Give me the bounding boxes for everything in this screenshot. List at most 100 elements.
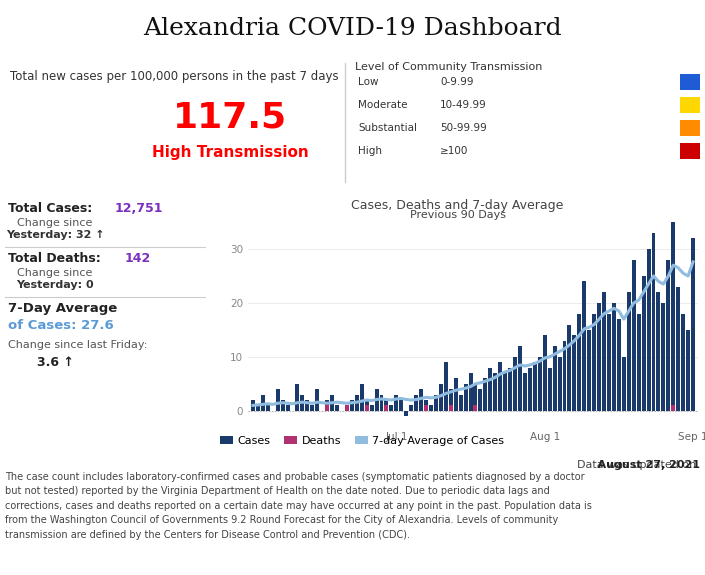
Bar <box>256 405 260 411</box>
Bar <box>642 276 646 411</box>
Text: 0-9.99: 0-9.99 <box>440 77 474 87</box>
Bar <box>281 400 285 411</box>
Text: Moderate: Moderate <box>358 100 407 110</box>
Bar <box>394 394 398 411</box>
Bar <box>632 260 636 411</box>
Text: The case count includes laboratory-confirmed cases and probable cases (symptomat: The case count includes laboratory-confi… <box>5 472 592 539</box>
Text: Change since: Change since <box>18 218 92 228</box>
Text: Change since: Change since <box>18 268 92 278</box>
Bar <box>444 362 448 411</box>
Bar <box>568 324 572 411</box>
Bar <box>350 400 354 411</box>
Bar <box>295 384 300 411</box>
Bar <box>379 394 384 411</box>
Bar <box>449 389 453 411</box>
Text: August 27, 2021: August 27, 2021 <box>520 460 700 470</box>
Bar <box>646 249 651 411</box>
Bar <box>503 373 507 411</box>
Bar <box>399 400 403 411</box>
Bar <box>384 405 388 411</box>
Bar <box>364 400 369 411</box>
Text: 117.5: 117.5 <box>173 100 287 134</box>
Bar <box>355 394 359 411</box>
Bar <box>424 405 428 411</box>
Bar <box>489 367 492 411</box>
Text: 7-Day Average: 7-Day Average <box>8 302 117 315</box>
Bar <box>484 378 487 411</box>
Bar <box>676 287 680 411</box>
Bar <box>607 314 611 411</box>
Text: Yesterday: 0: Yesterday: 0 <box>16 280 94 290</box>
Bar <box>671 405 675 411</box>
Text: Low: Low <box>358 77 379 87</box>
Bar <box>454 378 458 411</box>
Bar <box>305 400 309 411</box>
Text: Total Deaths:: Total Deaths: <box>8 252 105 265</box>
Bar <box>543 335 546 411</box>
Legend: Cases, Deaths, 7-day Average of Cases: Cases, Deaths, 7-day Average of Cases <box>216 432 509 450</box>
Bar <box>374 389 379 411</box>
Text: ≥100: ≥100 <box>440 146 468 156</box>
Text: Yesterday: 32 ↑: Yesterday: 32 ↑ <box>6 230 104 240</box>
Bar <box>602 292 606 411</box>
Bar <box>622 357 626 411</box>
Text: Level of Community Transmission: Level of Community Transmission <box>355 62 542 72</box>
Text: 50-99.99: 50-99.99 <box>440 123 486 133</box>
Bar <box>434 394 438 411</box>
Bar <box>261 394 265 411</box>
Bar <box>651 233 656 411</box>
Bar <box>429 405 433 411</box>
Bar <box>315 389 319 411</box>
Bar <box>409 405 413 411</box>
Bar <box>404 411 408 416</box>
Bar <box>300 394 305 411</box>
FancyBboxPatch shape <box>680 74 700 90</box>
Bar <box>369 405 374 411</box>
Text: Total Cases:: Total Cases: <box>8 202 97 215</box>
Bar <box>572 335 577 411</box>
Bar <box>577 314 582 411</box>
Bar <box>508 367 512 411</box>
Bar <box>538 357 541 411</box>
Text: Change since last Friday:: Change since last Friday: <box>8 340 147 350</box>
Bar <box>439 384 443 411</box>
Bar <box>464 384 467 411</box>
Bar <box>498 362 502 411</box>
Text: Cases, Deaths and 7-day Average: Cases, Deaths and 7-day Average <box>351 199 564 212</box>
Bar <box>330 394 334 411</box>
Bar <box>592 314 596 411</box>
Text: Total new cases per 100,000 persons in the past 7 days: Total new cases per 100,000 persons in t… <box>10 70 338 83</box>
Bar <box>656 292 661 411</box>
Bar <box>691 238 695 411</box>
Bar <box>686 330 690 411</box>
Bar <box>345 405 349 411</box>
Text: Substantial: Substantial <box>358 123 417 133</box>
Text: Data was updated on: Data was updated on <box>577 460 700 470</box>
Text: 12,751: 12,751 <box>115 202 164 215</box>
Text: 142: 142 <box>125 252 152 265</box>
Text: of Cases: 27.6: of Cases: 27.6 <box>8 319 114 332</box>
Bar <box>449 405 453 411</box>
Bar <box>548 367 551 411</box>
Bar <box>533 362 537 411</box>
Bar <box>681 314 685 411</box>
Bar <box>587 330 591 411</box>
Bar <box>384 400 388 411</box>
Bar <box>286 405 290 411</box>
Bar <box>493 373 497 411</box>
Text: High Transmission: High Transmission <box>152 145 308 160</box>
Bar <box>424 400 428 411</box>
Bar <box>666 260 670 411</box>
Bar <box>671 222 675 411</box>
Bar <box>617 319 621 411</box>
Bar <box>528 367 532 411</box>
Bar <box>661 303 666 411</box>
Bar <box>389 405 393 411</box>
Text: High: High <box>358 146 382 156</box>
Bar <box>612 303 616 411</box>
Bar <box>266 405 270 411</box>
FancyBboxPatch shape <box>680 120 700 136</box>
Bar <box>563 340 566 411</box>
Bar <box>513 357 517 411</box>
Bar <box>523 373 527 411</box>
